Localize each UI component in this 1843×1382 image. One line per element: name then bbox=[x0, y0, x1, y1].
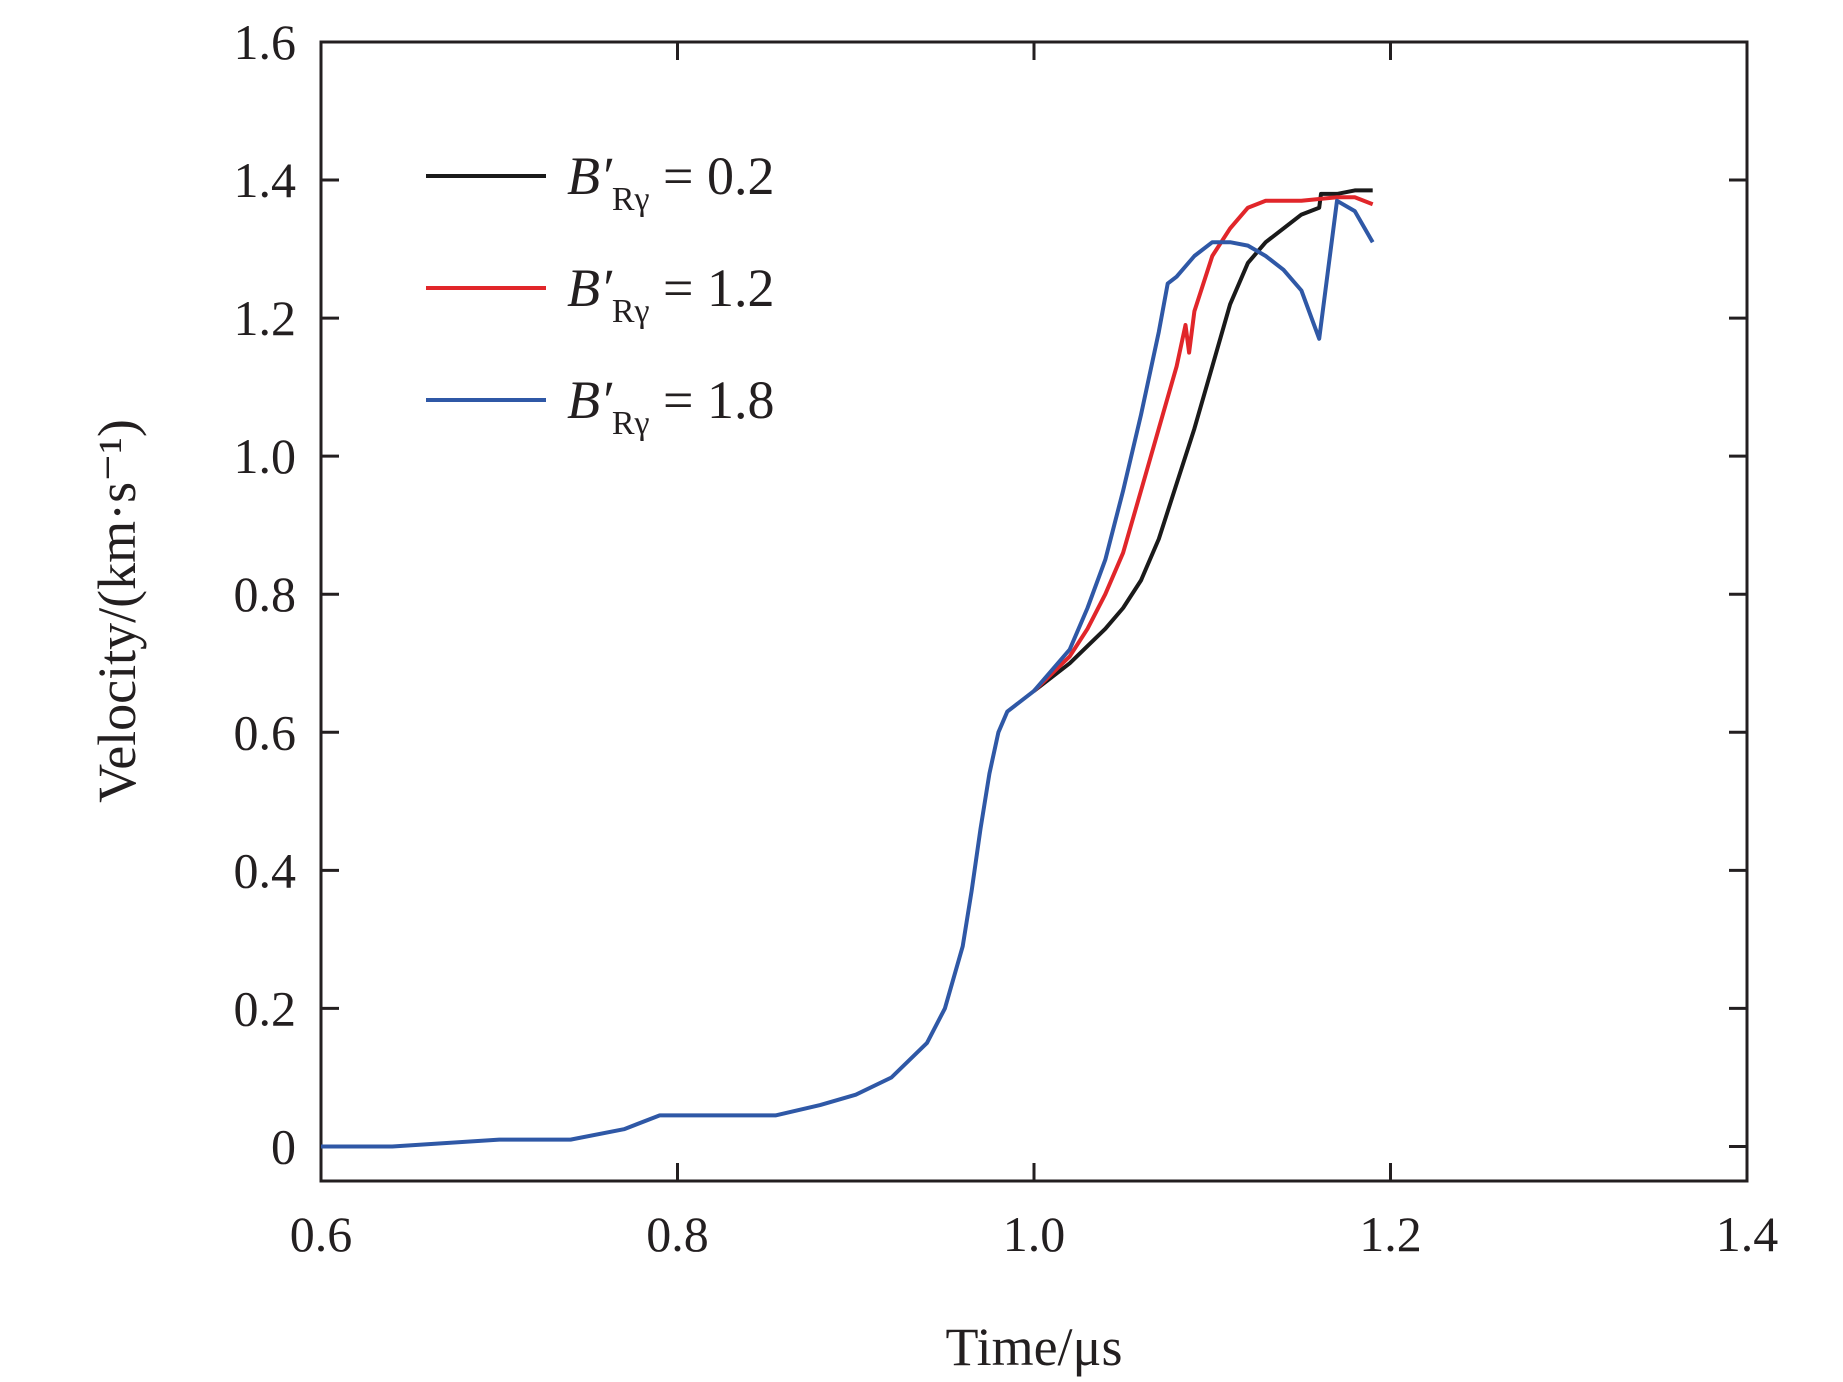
legend-label-1: B′Rγ = 1.2 bbox=[567, 258, 774, 330]
x-tick-label: 0.8 bbox=[646, 1206, 709, 1262]
y-axis-title: Velocity/(km·s⁻¹) bbox=[87, 419, 147, 803]
y-tick-label: 0 bbox=[271, 1118, 296, 1174]
x-axis-title: Time/μs bbox=[945, 1317, 1122, 1377]
y-tick-label: 1.4 bbox=[234, 152, 297, 208]
x-tick-label: 1.0 bbox=[1003, 1206, 1066, 1262]
y-tick-label: 1.0 bbox=[234, 428, 297, 484]
legend-label-0: B′Rγ = 0.2 bbox=[567, 146, 774, 218]
plot-frame bbox=[319, 40, 1749, 1183]
series-line-2 bbox=[321, 198, 1375, 1149]
series-line-1 bbox=[1032, 195, 1374, 693]
y-tick-label: 0.2 bbox=[234, 980, 297, 1036]
axis-ticks bbox=[319, 40, 1749, 1181]
legend: B′Rγ = 0.2 B′Rγ = 1.2 B′Rγ = 1.8 bbox=[426, 146, 774, 442]
x-tick-label: 1.4 bbox=[1716, 1206, 1779, 1262]
series-line-0 bbox=[1032, 188, 1373, 693]
legend-label-2: B′Rγ = 1.8 bbox=[567, 370, 774, 442]
series-lines bbox=[321, 188, 1375, 1149]
x-tick-label: 1.2 bbox=[1359, 1206, 1422, 1262]
y-tick-label: 0.4 bbox=[234, 842, 297, 898]
axis-tick-labels: 0.6 0.8 1.0 1.2 1.4 0 0.2 0.4 0.6 0.8 1.0 1.2 1.4 1.6 bbox=[234, 14, 1779, 1262]
y-tick-label: 0.6 bbox=[234, 704, 297, 760]
y-tick-label: 0.8 bbox=[234, 566, 297, 622]
y-tick-label: 1.6 bbox=[234, 14, 297, 70]
x-tick-label: 0.6 bbox=[290, 1206, 353, 1262]
y-tick-label: 1.2 bbox=[234, 290, 297, 346]
